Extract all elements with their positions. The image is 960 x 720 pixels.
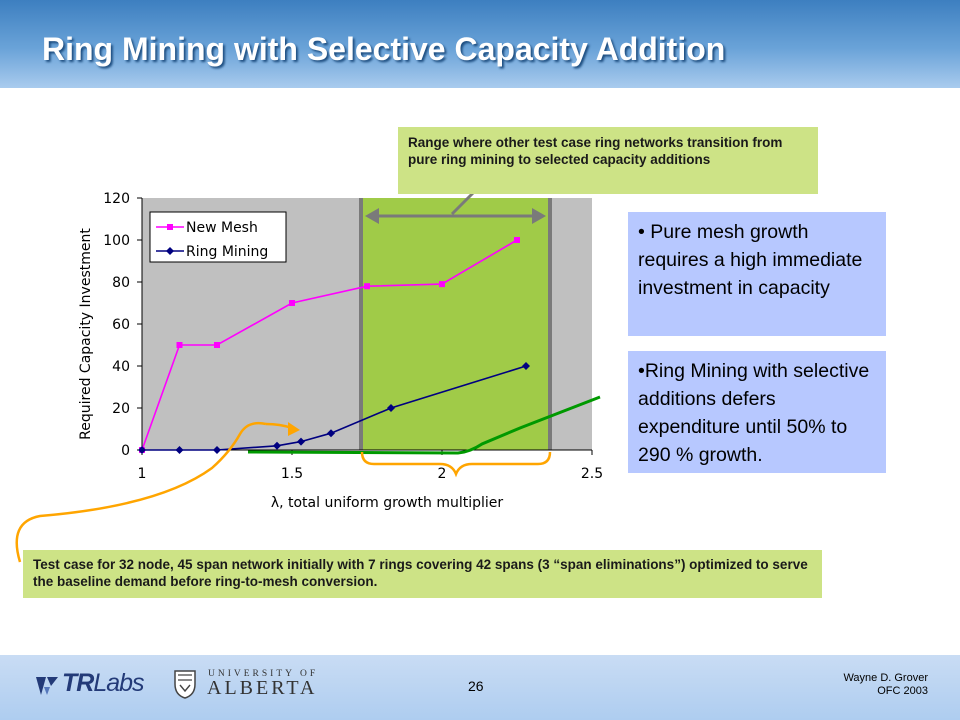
data-point [514,237,520,243]
y-tick-label: 0 [121,443,130,459]
data-point [364,283,370,290]
range-left-bar [359,198,363,450]
data-point [176,342,183,348]
highlight-range-band [361,198,550,450]
data-point [297,437,305,446]
y-tick-label: 60 [112,317,130,333]
title-bar: Ring Mining with Selective Capacity Addi… [0,0,960,88]
legend-label: Ring Mining [186,244,268,260]
data-point [439,281,445,288]
trlabs-logo-bold: TR [62,669,94,697]
ua-logo-top: UNIVERSITY OF [208,669,319,679]
data-point [138,446,146,454]
x-tick-label: 1.5 [281,466,303,482]
legend-marker [166,247,174,255]
data-point [289,300,295,306]
legend-label: New Mesh [186,220,258,236]
range-right-bar [548,198,552,450]
author-info: Wayne D. Grover OFC 2003 [843,672,928,698]
data-point [213,446,221,454]
range-arrow-head-right [532,208,546,224]
range-arrow-head-left [365,208,379,224]
data-point [522,362,530,370]
data-point [175,446,184,454]
university-crest-icon [174,670,196,699]
conference: OFC 2003 [877,685,928,697]
data-point [387,404,395,412]
x-tick-label: 2.5 [581,466,603,482]
y-axis-label: Required Capacity Investment [78,228,94,440]
test-case-callout: Test case for 32 node, 45 span network i… [23,550,822,598]
y-tick-label: 40 [112,359,130,375]
series-line-ring-mining [142,365,527,451]
y-tick-label: 20 [112,401,130,417]
y-tick-label: 120 [103,191,130,207]
x-tick-label: 2 [438,466,447,482]
data-point [273,441,281,450]
legend-marker [167,224,173,230]
data-point [327,429,335,438]
legend-box [149,211,287,263]
range-callout: Range where other test case ring network… [398,127,818,194]
ua-logo-name: ALBERTA [207,677,318,699]
y-tick-label: 80 [112,275,130,291]
trlabs-logo-icon [36,677,58,695]
ring-mining-note: •Ring Mining with selective additions de… [628,351,886,473]
footer-bar [0,655,960,720]
selective-addition-curve [247,395,601,455]
test-case-arrow-head [288,422,300,436]
x-tick-label: 1 [138,466,147,482]
page-number: 26 [468,678,484,694]
trlabs-logo: TRLabs [62,669,145,698]
mesh-growth-note: • Pure mesh growth requires a high immed… [628,212,886,336]
data-point [214,342,220,348]
author-name: Wayne D. Grover [843,672,928,684]
y-tick-label: 100 [103,233,130,249]
range-brace [360,451,552,478]
test-case-connector [15,421,267,563]
trlabs-logo-labs: Labs [93,669,144,697]
x-axis-label: λ, total uniform growth multiplier [271,495,504,511]
slide-title: Ring Mining with Selective Capacity Addi… [42,31,726,67]
